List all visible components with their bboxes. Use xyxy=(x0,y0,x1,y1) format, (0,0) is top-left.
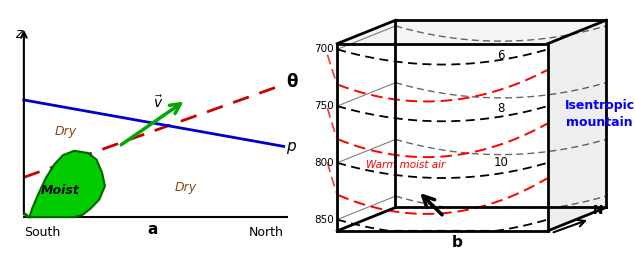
Text: South: South xyxy=(24,226,60,239)
Polygon shape xyxy=(337,44,547,231)
Text: p: p xyxy=(286,139,296,154)
Polygon shape xyxy=(547,20,606,231)
Text: 10: 10 xyxy=(493,157,508,170)
Text: Moist: Moist xyxy=(41,184,79,197)
Text: 6: 6 xyxy=(497,49,504,62)
Text: 800: 800 xyxy=(314,158,334,168)
Text: θ: θ xyxy=(286,73,298,91)
Text: 700: 700 xyxy=(314,44,334,54)
Text: 850: 850 xyxy=(314,214,334,225)
Text: Isentropic
mountain: Isentropic mountain xyxy=(565,99,634,129)
Text: Warm moist air: Warm moist air xyxy=(366,160,446,170)
Text: 8: 8 xyxy=(497,102,504,115)
Text: z: z xyxy=(15,27,23,41)
Text: b: b xyxy=(451,235,462,250)
Text: Dry: Dry xyxy=(175,181,197,194)
Text: North: North xyxy=(249,226,284,239)
Text: $\vec{v}$: $\vec{v}$ xyxy=(153,94,163,111)
Text: 750: 750 xyxy=(314,101,334,111)
Polygon shape xyxy=(337,20,606,44)
Text: a: a xyxy=(147,222,157,237)
Text: Dry: Dry xyxy=(55,125,77,138)
Polygon shape xyxy=(24,151,105,217)
Text: N: N xyxy=(593,204,603,217)
